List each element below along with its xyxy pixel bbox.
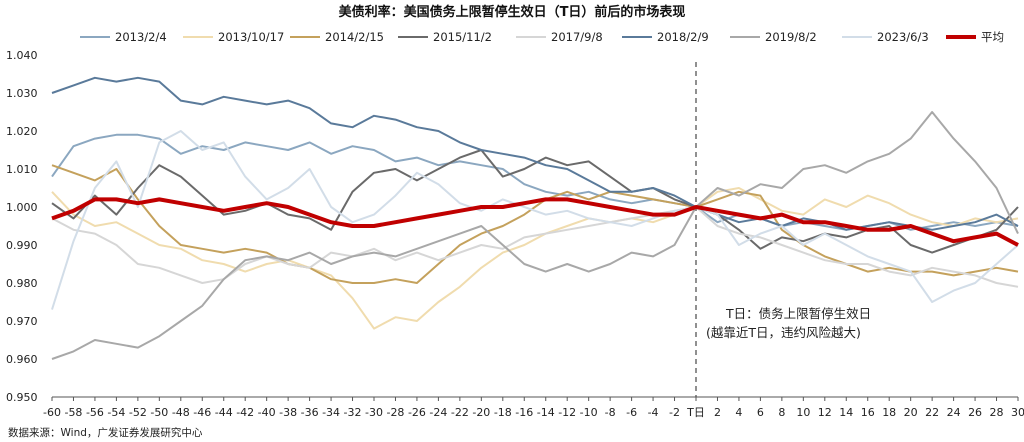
plot-area (51, 62, 1019, 397)
y-tick-label: 1.000 (6, 201, 38, 214)
x-tick-label: 26 (968, 406, 982, 419)
x-tick-label: 14 (839, 406, 853, 419)
y-tick-label: 1.030 (6, 87, 38, 100)
x-tick-label: T日 (686, 406, 705, 419)
series-line-2023-6-3 (51, 130, 1019, 310)
x-tick-label: 16 (861, 406, 875, 419)
y-tick-label: 0.990 (6, 239, 38, 252)
y-tick-label: 1.020 (6, 125, 38, 138)
x-tick-label: -60 (43, 406, 61, 419)
source-note: 数据来源：Wind，广发证券发展研究中心 (8, 426, 203, 439)
x-tick-label: 30 (1011, 406, 1024, 419)
x-tick-label: 18 (882, 406, 896, 419)
x-tick-label: -6 (626, 406, 637, 419)
x-tick-label: -46 (193, 406, 211, 419)
series-line-2013-2-4 (51, 133, 1019, 231)
x-tick-label: -2 (669, 406, 680, 419)
x-tick-label: 4 (735, 406, 742, 419)
legend-label: 2013/2/4 (115, 30, 167, 44)
y-tick-label: 0.950 (6, 391, 38, 404)
series-line-平均 (51, 197, 1019, 247)
x-tick-label: -22 (451, 406, 469, 419)
x-tick-label: -48 (172, 406, 190, 419)
x-tick-label: -56 (86, 406, 104, 419)
x-tick-label: 10 (796, 406, 810, 419)
series-line-2017-9-8 (51, 206, 1019, 288)
x-tick-label: -36 (301, 406, 319, 419)
x-tick-label: -30 (365, 406, 383, 419)
y-tick-label: 0.980 (6, 277, 38, 290)
x-tick-label: -42 (236, 406, 254, 419)
x-tick-label: -50 (150, 406, 168, 419)
series-line-2013-10-17 (51, 187, 1019, 330)
x-tick-label: -4 (648, 406, 659, 419)
x-tick-label: -12 (558, 406, 576, 419)
legend-label: 2019/8/2 (765, 30, 817, 44)
y-tick-label: 0.960 (6, 353, 38, 366)
x-axis: -60 -58 -56 -54 -52 -50 -48 -46 -44 -42 -40 -38 -36-… (43, 396, 1024, 419)
x-tick-label: -52 (129, 406, 147, 419)
x-tick-label: -8 (605, 406, 616, 419)
x-tick-label: -38 (279, 406, 297, 419)
x-tick-label: 12 (818, 406, 832, 419)
x-tick-label: 22 (925, 406, 939, 419)
x-tick-label: 2 (714, 406, 721, 419)
y-tick-label: 1.040 (6, 49, 38, 62)
chart-legend: 2013/2/4 2013/10/17 2014/2/15 2015/11/2 2017… (80, 30, 1004, 44)
x-tick-label: 8 (778, 406, 785, 419)
x-tick-label: 20 (904, 406, 918, 419)
x-tick-label: -54 (107, 406, 125, 419)
x-tick-label: -34 (322, 406, 340, 419)
annotation-line-2: (越靠近T日，违约风险越大) (706, 325, 861, 340)
x-tick-label: -40 (258, 406, 276, 419)
x-tick-label: -10 (580, 406, 598, 419)
x-tick-label: -24 (429, 406, 447, 419)
series-line-2014-2-15 (51, 164, 1019, 284)
x-tick-label: 24 (947, 406, 961, 419)
x-tick-label: 28 (990, 406, 1004, 419)
legend-label: 2014/2/15 (325, 30, 384, 44)
annotation-line-1: T日：债务上限暂停生效日 (725, 306, 871, 321)
x-tick-label: -16 (515, 406, 533, 419)
x-tick-label: -26 (408, 406, 426, 419)
legend-label: 2015/11/2 (433, 30, 492, 44)
y-tick-label: 1.010 (6, 163, 38, 176)
chart-annotation: T日：债务上限暂停生效日 (越靠近T日，违约风险越大) (706, 306, 871, 340)
x-tick-label: -18 (494, 406, 512, 419)
x-tick-label: 6 (757, 406, 764, 419)
x-tick-label: -32 (344, 406, 362, 419)
y-axis: 0.950 0.960 0.970 0.980 0.990 1.000 1.010 1.020… (6, 49, 38, 404)
x-tick-label: -28 (386, 406, 404, 419)
legend-label: 2023/6/3 (877, 30, 929, 44)
x-tick-label: -14 (537, 406, 555, 419)
legend-label: 2018/2/9 (657, 30, 709, 44)
y-tick-label: 0.970 (6, 315, 38, 328)
legend-label: 平均 (981, 30, 1004, 44)
legend-label: 2017/9/8 (551, 30, 603, 44)
series-line-2015-11-2 (51, 149, 1019, 254)
x-tick-label: -20 (472, 406, 490, 419)
series-line-2019-8-2 (51, 111, 1019, 360)
chart-title: 美债利率：美国债务上限暂停生效日（T日）前后的市场表现 (339, 4, 686, 20)
legend-label: 2013/10/17 (218, 30, 284, 44)
x-tick-label: -44 (215, 406, 233, 419)
x-tick-label: -58 (64, 406, 82, 419)
